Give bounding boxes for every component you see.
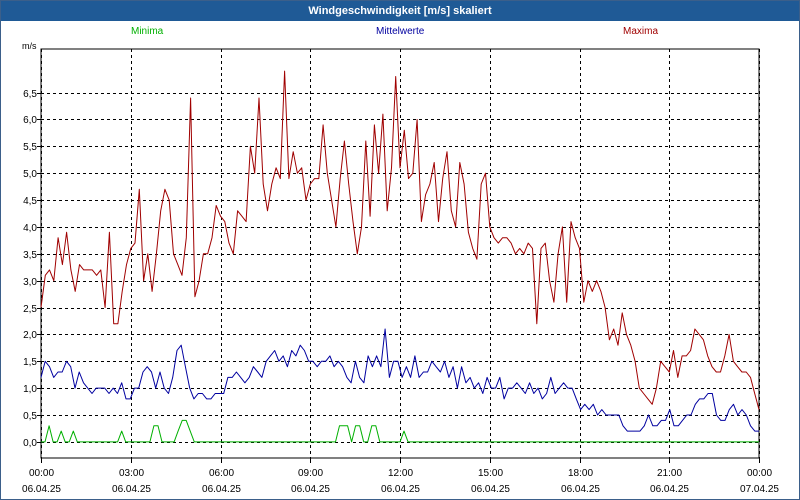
x-tick-time-label: 09:00: [298, 468, 323, 479]
x-tick-date-label: 06.04.25: [22, 484, 61, 495]
legend-minima: Minima: [131, 26, 164, 37]
y-tick-label: 2,5: [23, 304, 37, 315]
x-tick-date-label: 06.04.25: [561, 484, 600, 495]
x-tick-date-label: 06.04.25: [291, 484, 330, 495]
legend-mittelwerte: Mittelwerte: [376, 26, 425, 37]
y-tick-label: 4,5: [23, 196, 37, 207]
legend-maxima: Maxima: [623, 26, 659, 37]
x-tick-time-label: 03:00: [119, 468, 144, 479]
x-tick-time-label: 00:00: [747, 468, 772, 479]
y-axis-unit: m/s: [22, 41, 37, 51]
y-tick-label: 5,0: [23, 169, 37, 180]
x-tick-time-label: 15:00: [478, 468, 503, 479]
mittelwerte-series-line: [40, 328, 759, 432]
x-tick-date-label: 06.04.25: [381, 484, 420, 495]
x-tick-date-label: 06.04.25: [112, 484, 151, 495]
y-tick-label: 1,5: [23, 357, 37, 368]
y-tick-label: 3,0: [23, 277, 37, 288]
y-tick-label: 1,0: [23, 384, 37, 395]
y-tick-label: 2,0: [23, 330, 37, 341]
y-tick-label: 6,5: [23, 89, 37, 100]
window-title: Windgeschwindigkeit [m/s] skaliert: [1, 1, 799, 21]
y-tick-label: 6,0: [23, 115, 37, 126]
x-tick-date-label: 06.04.25: [650, 484, 689, 495]
x-tick-time-label: 06:00: [209, 468, 234, 479]
x-tick-date-label: 07.04.25: [740, 484, 779, 495]
x-tick-time-label: 21:00: [657, 468, 682, 479]
y-tick-label: 0,0: [23, 438, 37, 449]
minima-series-line: [41, 419, 759, 443]
x-tick-time-label: 00:00: [29, 468, 54, 479]
x-tick-date-label: 06.04.25: [202, 484, 241, 495]
y-tick-label: 4,0: [23, 223, 37, 234]
y-tick-label: 3,5: [23, 250, 37, 261]
y-tick-label: 0,5: [23, 411, 37, 422]
maxima-series-line: [40, 70, 760, 410]
y-tick-label: 5,5: [23, 142, 37, 153]
x-tick-date-label: 06.04.25: [471, 484, 510, 495]
wind-speed-chart: 0,0 0,5 1,0 1,5 2,0 2,5 3,0 3,5 4,0 4,5 5,0 5,5 6,0 6…: [22, 48, 779, 495]
x-tick-time-label: 18:00: [568, 468, 593, 479]
x-tick-time-label: 12:00: [388, 468, 413, 479]
